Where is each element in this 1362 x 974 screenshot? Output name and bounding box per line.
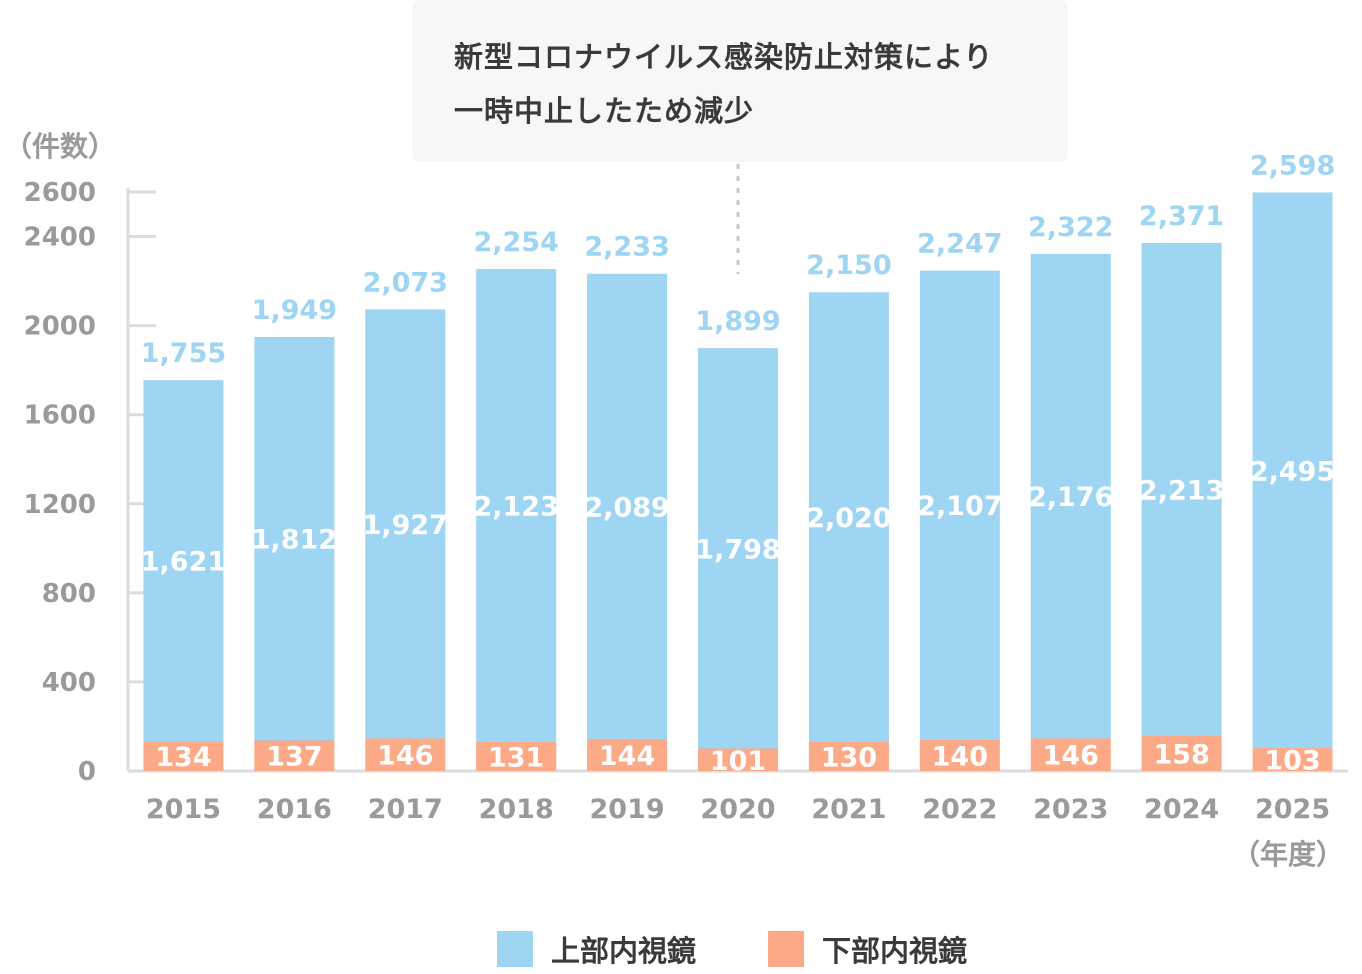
lower-value-label-2018: 131 [488,742,544,773]
bar-upper-2024 [1141,242,1222,736]
total-label-2020: 1,899 [695,306,780,337]
x-tick-label-2019: 2019 [590,794,665,825]
x-tick-label-2015: 2015 [146,794,221,825]
bar-upper-2015 [143,380,224,742]
x-tick-label-2024: 2024 [1144,794,1219,825]
bar-upper-2022 [919,270,1000,740]
x-tick-label-2020: 2020 [700,794,775,825]
total-label-2025: 2,598 [1250,150,1335,181]
annotation-line-1: 新型コロナウイルス感染防止対策により [454,40,994,74]
legend-item-lower: 下部内視鏡 [768,928,967,970]
y-axis-title: （件数） [4,130,116,163]
x-axis-title: （年度） [1232,838,1344,871]
upper-value-label-2023: 2,176 [1028,482,1113,513]
bar-lower-2018 [476,741,557,771]
y-tick-label: 1600 [24,401,96,431]
upper-value-label-2019: 2,089 [584,492,669,523]
lower-value-label-2019: 144 [599,741,655,772]
bar-lower-2019 [587,738,668,771]
upper-value-label-2016: 1,812 [252,525,337,556]
upper-value-label-2020: 1,798 [695,534,780,565]
upper-value-label-2022: 2,107 [917,491,1002,522]
annotation-callout: 新型コロナウイルス感染防止対策により 一時中止したため減少 [412,0,1068,162]
upper-value-label-2021: 2,020 [806,503,891,534]
x-tick-label-2016: 2016 [257,794,332,825]
lower-value-label-2020: 101 [710,746,766,777]
lower-value-label-2025: 103 [1264,746,1320,777]
legend-swatch-upper [497,931,533,967]
x-tick-label-2022: 2022 [922,794,997,825]
bar-upper-2018 [476,269,557,742]
y-tick-label: 1200 [24,490,96,520]
total-label-2024: 2,371 [1139,201,1224,232]
x-tick-label-2018: 2018 [479,794,554,825]
upper-value-label-2024: 2,213 [1139,475,1224,506]
annotation-line-2: 一時中止したため減少 [454,94,755,128]
total-label-2015: 1,755 [141,338,226,369]
y-tick-label: 2400 [24,223,96,253]
total-label-2017: 2,073 [363,267,448,298]
x-tick-label-2023: 2023 [1033,794,1108,825]
bar-lower-2024 [1141,735,1222,771]
bar-upper-2017 [365,309,446,739]
total-label-2016: 1,949 [252,295,337,326]
y-tick-label: 800 [42,579,96,609]
y-tick-label: 400 [42,668,96,698]
x-tick-label-2017: 2017 [368,794,443,825]
upper-value-label-2018: 2,123 [473,491,558,522]
legend: 上部内視鏡 下部内視鏡 [0,928,1362,972]
bar-lower-2017 [365,738,446,771]
lower-value-label-2022: 140 [932,741,988,772]
bar-chart: 0 400 800 1200 1600 2000 2400 2600 （件数） 1,755 1,62… [4,130,1348,871]
lower-value-label-2024: 158 [1153,739,1209,770]
bar-lower-2023 [1030,738,1111,771]
x-tick-label-2025: 2025 [1255,794,1330,825]
bar-upper-2019 [587,273,668,739]
total-label-2018: 2,254 [473,227,558,258]
bar-upper-2021 [808,292,889,743]
bar-upper-2020 [698,348,778,749]
bar-lower-2020 [698,748,778,771]
bar-upper-2016 [254,336,335,741]
y-tick-label: 2000 [24,312,96,342]
legend-item-upper: 上部内視鏡 [497,928,696,970]
upper-value-label-2017: 1,927 [363,510,448,541]
bar-lower-2015 [143,741,224,771]
y-tick-label: 2600 [24,178,96,208]
lower-value-label-2015: 134 [155,742,211,773]
lower-value-label-2016: 137 [266,742,322,773]
lower-value-label-2017: 146 [377,741,433,772]
lower-value-label-2023: 146 [1043,741,1099,772]
lower-value-label-2021: 130 [821,743,877,774]
total-label-2019: 2,233 [584,232,669,263]
upper-value-label-2015: 1,621 [141,547,226,578]
bar-lower-2016 [254,740,335,771]
total-label-2022: 2,247 [917,229,1002,260]
legend-swatch-lower [768,931,804,967]
y-tick-label: 0 [78,757,96,787]
total-label-2023: 2,322 [1028,212,1113,243]
x-tick-label-2021: 2021 [811,794,886,825]
bar-lower-2025 [1252,748,1333,771]
bar-upper-2025 [1252,192,1333,749]
bar-upper-2023 [1030,253,1111,739]
bar-lower-2021 [808,742,889,771]
bar-lower-2022 [919,739,1000,771]
legend-label-lower: 下部内視鏡 [822,934,968,968]
total-label-2021: 2,150 [806,250,891,281]
upper-value-label-2025: 2,495 [1250,456,1335,487]
legend-label-upper: 上部内視鏡 [551,934,697,968]
